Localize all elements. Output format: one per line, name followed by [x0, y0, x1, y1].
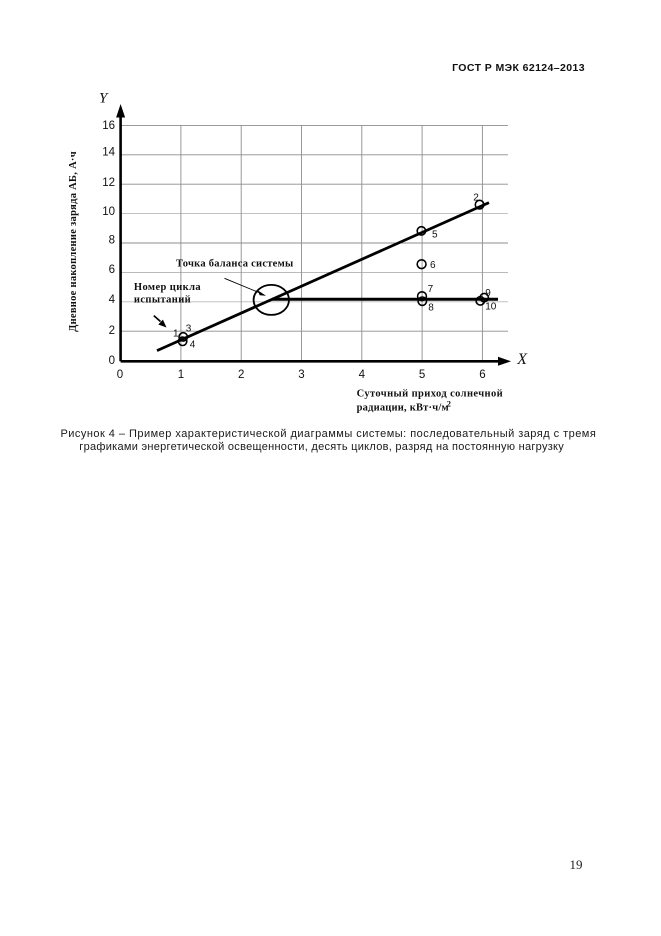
- svg-text:X: X: [516, 351, 528, 368]
- svg-text:радиации, кВт·ч/м: радиации, кВт·ч/м: [357, 402, 449, 413]
- svg-text:14: 14: [102, 147, 115, 159]
- svg-text:4: 4: [109, 294, 116, 306]
- svg-text:испытаний: испытаний: [134, 295, 191, 306]
- svg-text:0: 0: [117, 369, 123, 381]
- svg-text:2: 2: [238, 369, 244, 381]
- svg-text:6: 6: [109, 264, 115, 276]
- svg-text:3: 3: [298, 369, 304, 381]
- svg-text:7: 7: [428, 284, 434, 295]
- svg-text:10: 10: [485, 302, 497, 313]
- svg-text:6: 6: [430, 260, 436, 271]
- svg-text:8: 8: [109, 235, 115, 247]
- svg-text:Дневное накопление заряда АБ,: Дневное накопление заряда АБ, А·ч: [68, 151, 79, 332]
- svg-text:1: 1: [173, 329, 179, 340]
- svg-text:0: 0: [109, 355, 115, 367]
- svg-text:5: 5: [432, 230, 438, 241]
- svg-text:1: 1: [178, 369, 184, 381]
- svg-text:4: 4: [190, 340, 196, 351]
- svg-text:Номер цикла: Номер цикла: [134, 282, 202, 293]
- svg-text:2: 2: [109, 325, 115, 337]
- svg-text:10: 10: [102, 206, 115, 218]
- svg-text:3: 3: [186, 323, 192, 334]
- svg-text:2: 2: [473, 192, 479, 203]
- svg-text:2: 2: [447, 399, 451, 409]
- svg-text:16: 16: [102, 120, 115, 132]
- svg-text:Точка баланса системы: Точка баланса системы: [176, 258, 293, 269]
- svg-text:Y: Y: [99, 91, 109, 107]
- svg-text:12: 12: [102, 177, 115, 189]
- svg-text:6: 6: [479, 369, 485, 381]
- svg-text:Суточный приход солнечной: Суточный приход солнечной: [357, 389, 503, 400]
- svg-text:5: 5: [419, 369, 425, 381]
- svg-text:4: 4: [359, 369, 366, 381]
- svg-text:9: 9: [485, 288, 491, 299]
- svg-text:8: 8: [428, 302, 434, 313]
